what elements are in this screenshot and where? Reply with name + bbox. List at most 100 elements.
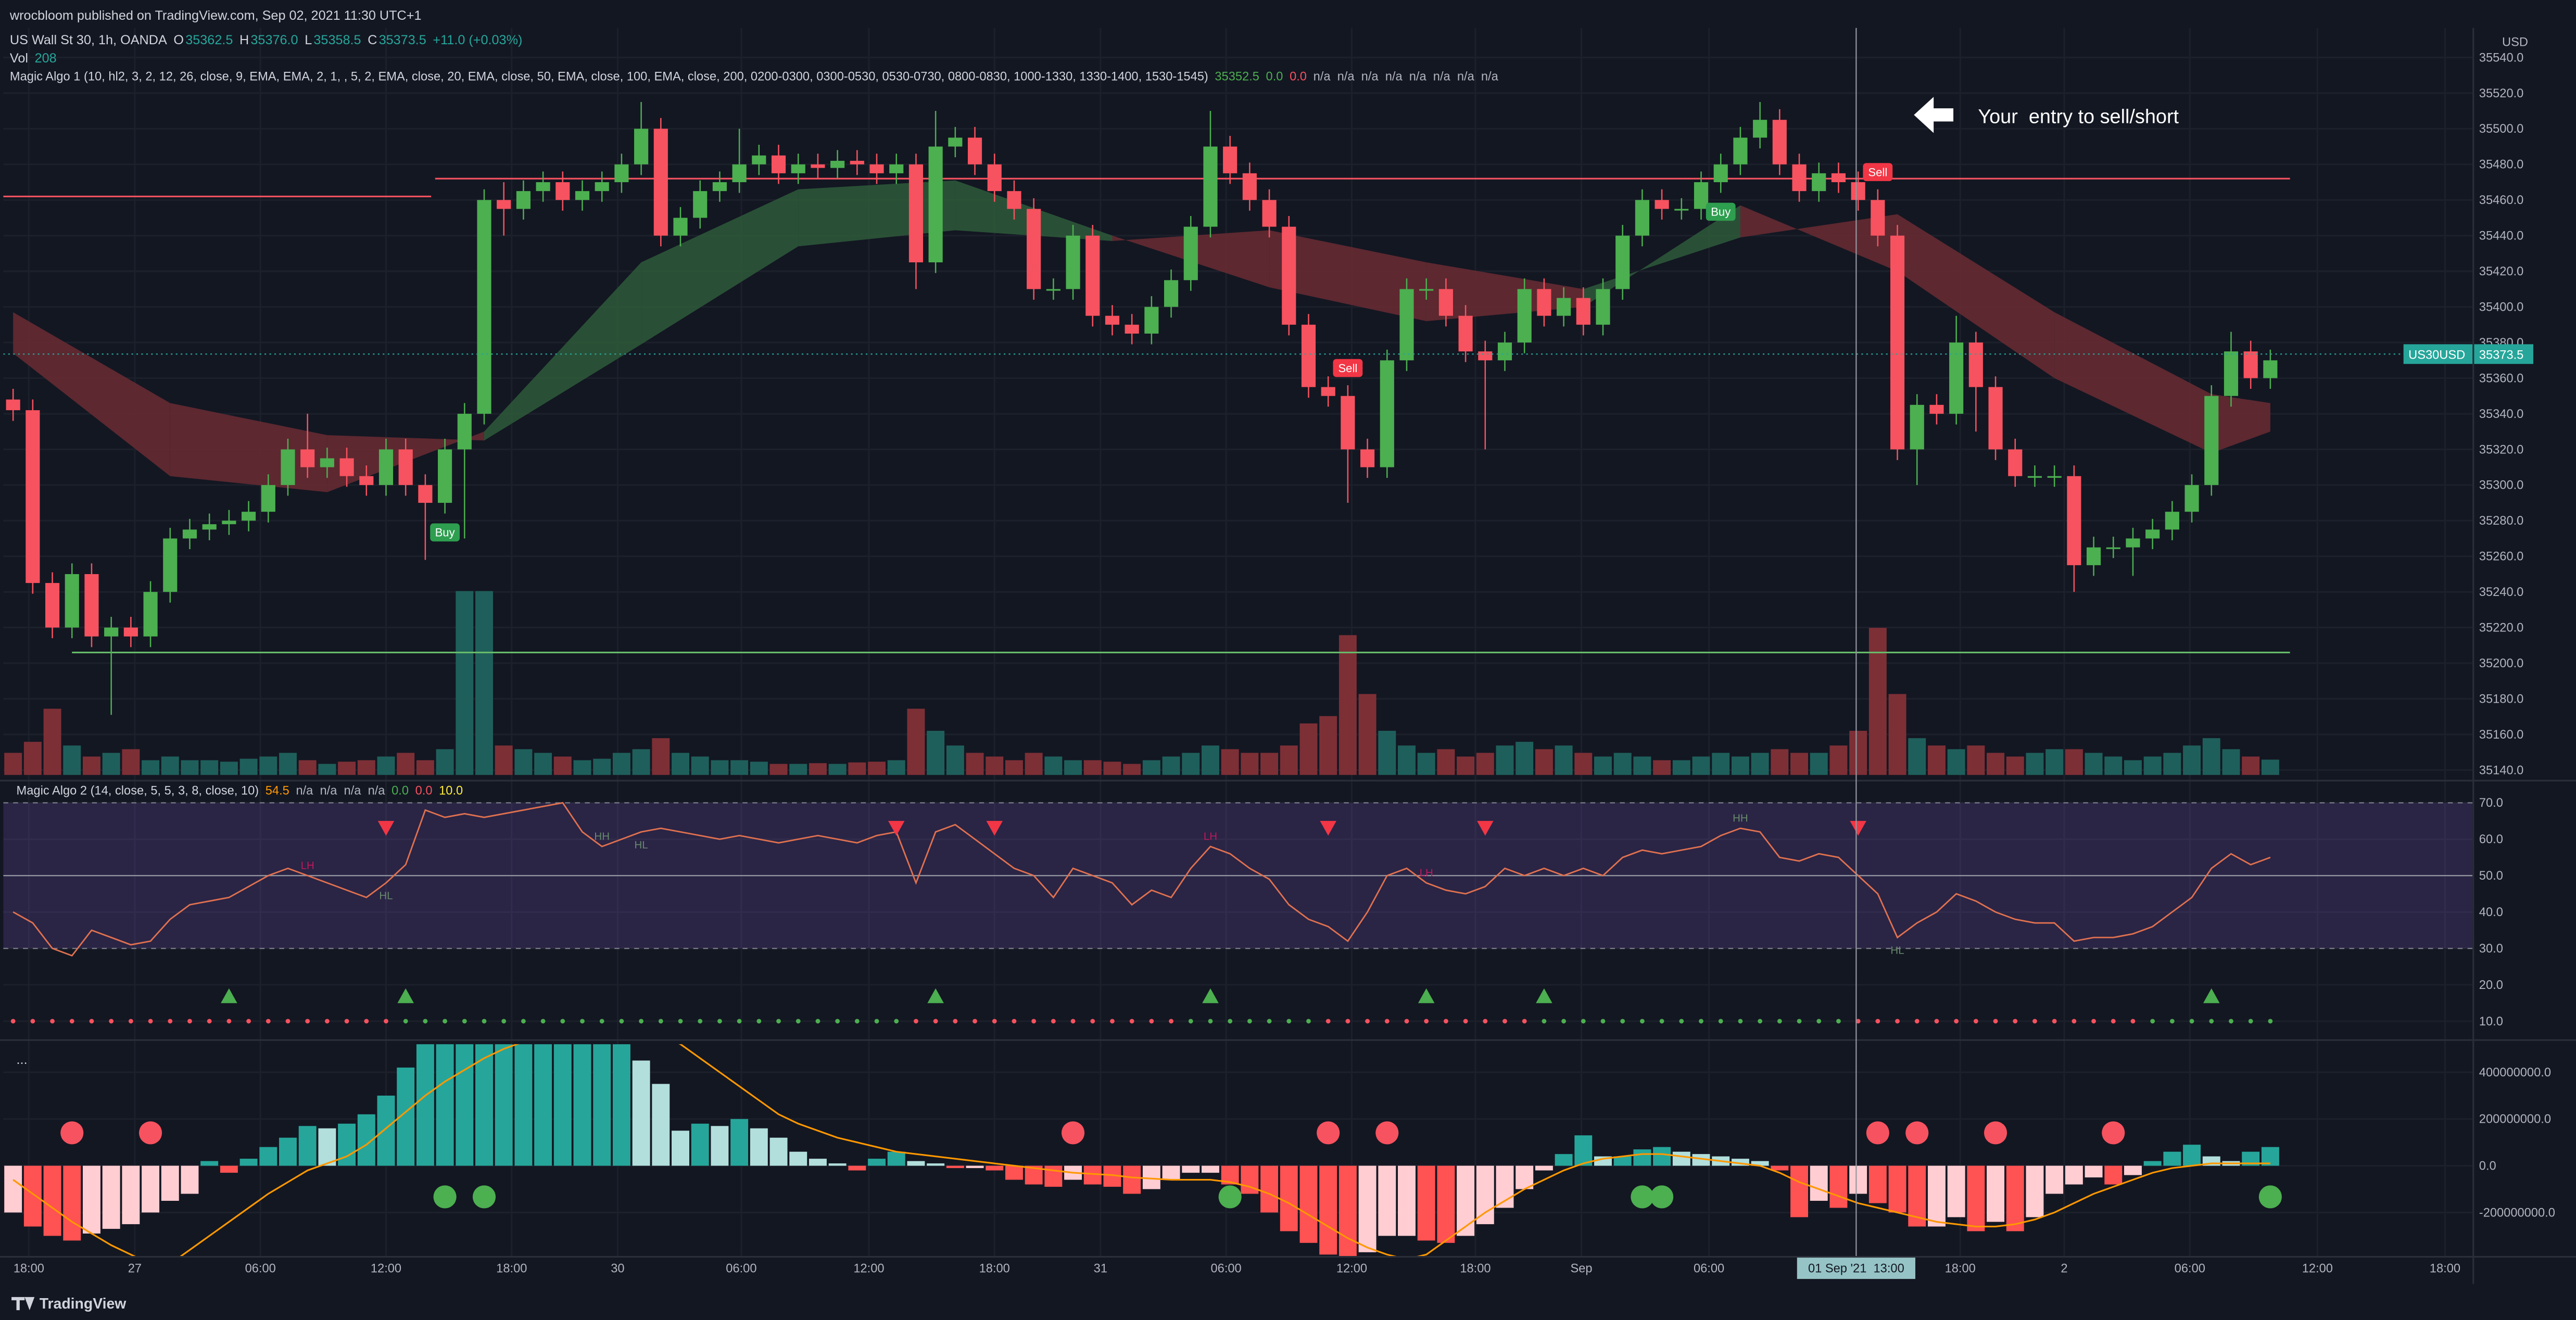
pivot-label: HL [1890,945,1904,957]
candle-body [242,512,256,521]
candle-body [1399,289,1414,361]
candle-body [1262,200,1277,227]
hist-bar [514,1044,533,1166]
trend-dot [1169,1019,1173,1024]
ema-ribbon [1897,214,2055,378]
symbol: US Wall St 30, 1h, OANDA [10,33,167,47]
volume-bar [2065,749,2083,775]
volume-bar [1476,753,1494,775]
volume-bar [1516,742,1534,775]
sell-dot [2102,1121,2125,1145]
candle-body [1419,289,1434,291]
hist-bar [142,1165,160,1213]
price-y-tick-label: 35360.0 [2479,372,2524,385]
signal-bg [1706,202,1736,221]
hist-bar [2065,1165,2083,1185]
volume-bar [239,758,258,775]
trend-dot [482,1019,487,1024]
candle-body [163,538,178,592]
trend-dot [2248,1019,2253,1024]
candle-body [1949,342,1964,414]
hist-bar [1849,1165,1867,1194]
x-tick-label: 2 [2061,1262,2067,1276]
volume-bar [279,753,297,775]
algo2-value: 10.0 [439,784,463,798]
candle-body [1144,307,1159,334]
volume-bar [1731,756,1749,775]
x-tick-label: 18:00 [2430,1262,2460,1276]
volume-bar [2124,760,2142,775]
candle-body [1655,200,1669,209]
algo2-y-tick-label: 20.0 [2479,979,2503,992]
trend-dot [776,1019,781,1024]
hist-y-tick-label: -200000000.0 [2479,1206,2555,1220]
trend-dot [1914,1019,1920,1024]
trend-dot [2013,1019,2018,1024]
trend-dot [973,1019,977,1024]
candle-body [536,182,550,192]
up-triangle [927,988,944,1004]
algo2-line [12,802,2271,957]
price-y-tick-label: 35440.0 [2479,230,2524,243]
buy-dot [433,1185,457,1209]
trend-dot [639,1019,644,1024]
trend-dot [756,1019,762,1024]
hist-bar [495,1044,513,1166]
algo2-y-tick-label: 10.0 [2479,1015,2503,1029]
candle-body [45,583,60,628]
volume-bar [1417,753,1435,775]
trend-dot [2150,1019,2155,1024]
hist-bar [1417,1165,1435,1241]
trend-dot [599,1019,604,1024]
trend-dot [1110,1019,1115,1024]
trend-dot [1306,1019,1311,1024]
candle-body [1341,396,1355,450]
candle-body [1713,164,1728,183]
algo2: Magic Algo 2 (14, close, 5, 5, 3, 8, clo… [17,784,259,798]
candle-body [1458,315,1473,352]
price-y-tick-label: 35200.0 [2479,657,2524,670]
publisher: wrocbloom published on TradingView.com, … [9,8,422,23]
candle-body [2145,529,2160,539]
hist-bar [1927,1165,1946,1227]
candle-body [1517,289,1532,343]
annotation-arrow [1914,97,1954,133]
volume-bar [456,591,474,775]
candle-body [1125,324,1139,334]
volume-bar [1829,745,1848,775]
price-y-tick-label: 35220.0 [2479,621,2524,635]
hist-bar [377,1095,395,1166]
hist-bar [1260,1165,1279,1213]
candle-body [202,524,217,530]
pivot-label: HH [594,831,610,843]
volume-bar [1221,749,1239,775]
candle-body [1164,280,1179,307]
brand: TradingView [40,1296,127,1312]
hist-bar [1437,1165,1455,1243]
candle-body [26,410,40,583]
ohlc-part: C [368,33,377,47]
volume-bar [63,745,81,775]
trend-dot [1659,1019,1664,1024]
volume-bar [593,758,611,775]
trend-dot [462,1019,467,1024]
candle-body [1851,182,1865,200]
candle-body [457,413,472,450]
price-y-tick-label: 35320.0 [2479,443,2524,456]
candle-body [908,164,924,263]
trend-dot [1581,1019,1586,1024]
trend-dot [364,1019,369,1024]
x-tick-label: 12:00 [853,1262,884,1276]
hist-bar [1967,1165,1985,1232]
candle-body [1085,235,1100,316]
algo2-y-tick-label: 70.0 [2479,796,2503,810]
hist-bar [1771,1165,1789,1171]
trend-dot [874,1019,879,1024]
trend-dot [1561,1019,1567,1024]
trend-dot [384,1019,388,1024]
volume-bar [2085,753,2103,775]
volume-bar [2261,759,2279,775]
trend-dot [1463,1019,1468,1024]
candle-body [1497,342,1512,361]
hist-bar [809,1159,827,1166]
